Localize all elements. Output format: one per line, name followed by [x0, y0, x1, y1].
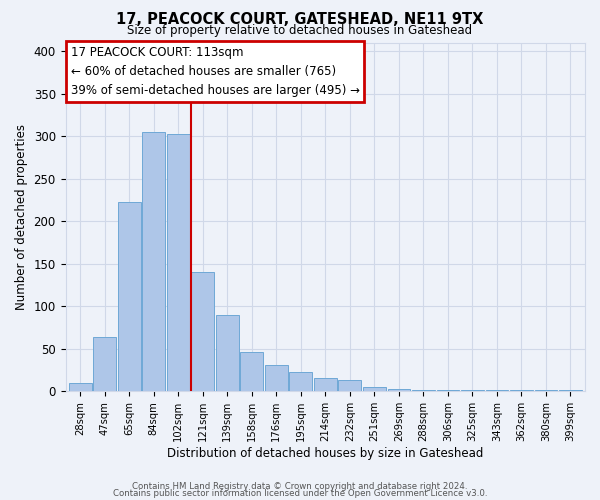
Bar	[338, 380, 361, 392]
Bar	[485, 390, 508, 392]
Text: Size of property relative to detached houses in Gateshead: Size of property relative to detached ho…	[127, 24, 473, 37]
Bar	[461, 390, 484, 392]
Bar	[363, 387, 386, 392]
Text: Contains HM Land Registry data © Crown copyright and database right 2024.: Contains HM Land Registry data © Crown c…	[132, 482, 468, 491]
Text: 17, PEACOCK COURT, GATESHEAD, NE11 9TX: 17, PEACOCK COURT, GATESHEAD, NE11 9TX	[116, 12, 484, 28]
Bar	[265, 365, 287, 392]
Bar	[388, 389, 410, 392]
Y-axis label: Number of detached properties: Number of detached properties	[15, 124, 28, 310]
Bar	[510, 390, 533, 392]
Bar	[216, 315, 239, 392]
Bar	[191, 272, 214, 392]
Bar	[241, 352, 263, 392]
Text: 17 PEACOCK COURT: 113sqm
← 60% of detached houses are smaller (765)
39% of semi-: 17 PEACOCK COURT: 113sqm ← 60% of detach…	[71, 46, 360, 97]
Bar	[559, 390, 581, 392]
Bar	[535, 390, 557, 392]
Bar	[289, 372, 312, 392]
Bar	[314, 378, 337, 392]
Bar	[437, 390, 459, 392]
Bar	[94, 337, 116, 392]
Bar	[69, 383, 92, 392]
Text: Contains public sector information licensed under the Open Government Licence v3: Contains public sector information licen…	[113, 489, 487, 498]
Bar	[412, 390, 434, 392]
Bar	[118, 202, 140, 392]
Bar	[142, 132, 165, 392]
Bar	[167, 134, 190, 392]
X-axis label: Distribution of detached houses by size in Gateshead: Distribution of detached houses by size …	[167, 447, 484, 460]
